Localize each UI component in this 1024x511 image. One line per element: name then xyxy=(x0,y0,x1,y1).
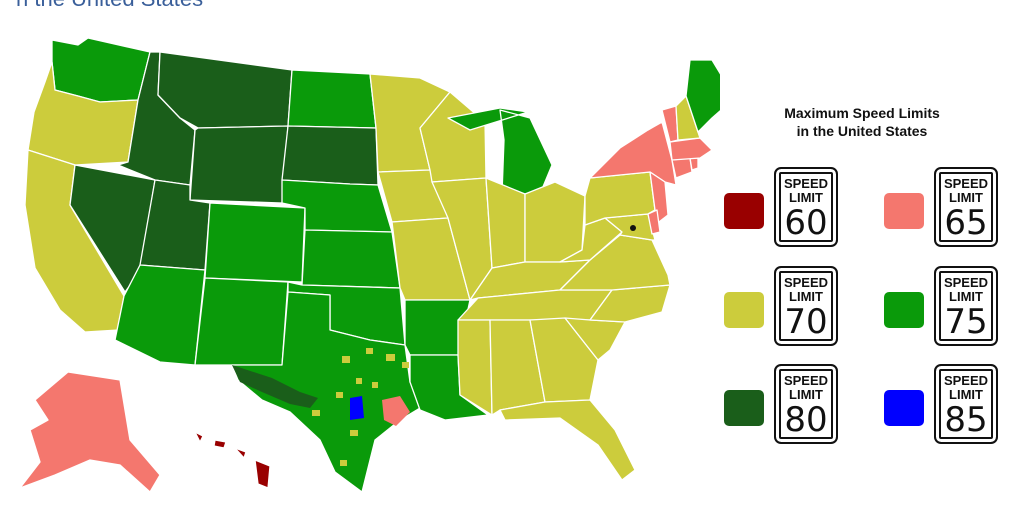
state-in xyxy=(485,177,526,269)
state-mt xyxy=(157,51,293,129)
state-me xyxy=(685,59,720,133)
sign-value: 80 xyxy=(784,400,828,440)
state-sd xyxy=(281,125,379,186)
speed-limit-sign: SPEED LIMIT 70 xyxy=(774,266,838,346)
legend-item: SPEED LIMIT 80 xyxy=(724,364,844,454)
state-ms xyxy=(457,319,493,416)
sign-value: 85 xyxy=(944,400,988,440)
sign-value: 70 xyxy=(784,302,828,342)
dc-marker xyxy=(630,225,636,231)
tx-85mph-zone xyxy=(350,396,364,420)
legend-swatch xyxy=(724,390,764,426)
state-de xyxy=(647,209,661,235)
state-wy xyxy=(189,125,289,204)
legend-swatch xyxy=(724,292,764,328)
state-nd xyxy=(287,69,377,129)
legend-item: SPEED LIMIT 60 xyxy=(724,167,844,257)
legend-swatch xyxy=(884,193,924,229)
state-co xyxy=(204,202,306,283)
state-ks xyxy=(301,229,401,289)
sign-speed-text: SPEED xyxy=(943,275,989,290)
state-nc xyxy=(589,284,671,323)
sign-value: 75 xyxy=(944,302,988,342)
page-title-fragment: n the United States xyxy=(16,0,203,12)
legend-title-line1: Maximum Speed Limits xyxy=(784,105,940,121)
legend-item: SPEED LIMIT 85 xyxy=(884,364,1004,454)
state-ma xyxy=(669,137,713,161)
sign-limit-text: LIMIT xyxy=(789,289,823,304)
sign-limit-text: LIMIT xyxy=(949,289,983,304)
state-nj xyxy=(649,171,669,226)
sign-limit-text: LIMIT xyxy=(949,190,983,205)
state-az xyxy=(114,264,206,366)
state-hi xyxy=(194,431,271,489)
sign-value: 60 xyxy=(784,203,828,243)
state-ri xyxy=(689,157,699,171)
speed-limit-sign: SPEED LIMIT 80 xyxy=(774,364,838,444)
speed-limit-sign: SPEED LIMIT 65 xyxy=(934,167,998,247)
us-speed-limit-map xyxy=(19,37,720,493)
legend-title: Maximum Speed Limits in the United State… xyxy=(742,104,982,140)
tx-70mph-patches xyxy=(312,348,409,466)
sign-speed-text: SPEED xyxy=(943,176,989,191)
legend-item: SPEED LIMIT 65 xyxy=(884,167,1004,257)
speed-limit-sign: SPEED LIMIT 75 xyxy=(934,266,998,346)
sign-speed-text: SPEED xyxy=(783,373,829,388)
state-fl xyxy=(499,399,636,481)
legend-swatch xyxy=(724,193,764,229)
state-nm xyxy=(194,277,289,366)
state-tx xyxy=(231,291,426,493)
state-oh xyxy=(524,181,586,263)
state-nh xyxy=(675,95,701,141)
sign-speed-text: SPEED xyxy=(783,176,829,191)
sign-value: 65 xyxy=(944,203,988,243)
sign-limit-text: LIMIT xyxy=(949,387,983,402)
speed-limit-sign: SPEED LIMIT 60 xyxy=(774,167,838,247)
legend-swatch xyxy=(884,292,924,328)
state-ct xyxy=(671,157,693,179)
legend-swatch xyxy=(884,390,924,426)
state-sc xyxy=(564,317,626,361)
legend-title-line2: in the United States xyxy=(796,123,928,139)
sign-limit-text: LIMIT xyxy=(789,190,823,205)
sign-speed-text: SPEED xyxy=(943,373,989,388)
sign-speed-text: SPEED xyxy=(783,275,829,290)
speed-limit-sign: SPEED LIMIT 85 xyxy=(934,364,998,444)
tx-80mph-zone xyxy=(232,365,318,408)
legend-item: SPEED LIMIT 75 xyxy=(884,266,1004,356)
legend-item: SPEED LIMIT 70 xyxy=(724,266,844,356)
sign-limit-text: LIMIT xyxy=(789,387,823,402)
tx-65mph-zone xyxy=(382,396,410,426)
state-ak xyxy=(19,371,161,493)
